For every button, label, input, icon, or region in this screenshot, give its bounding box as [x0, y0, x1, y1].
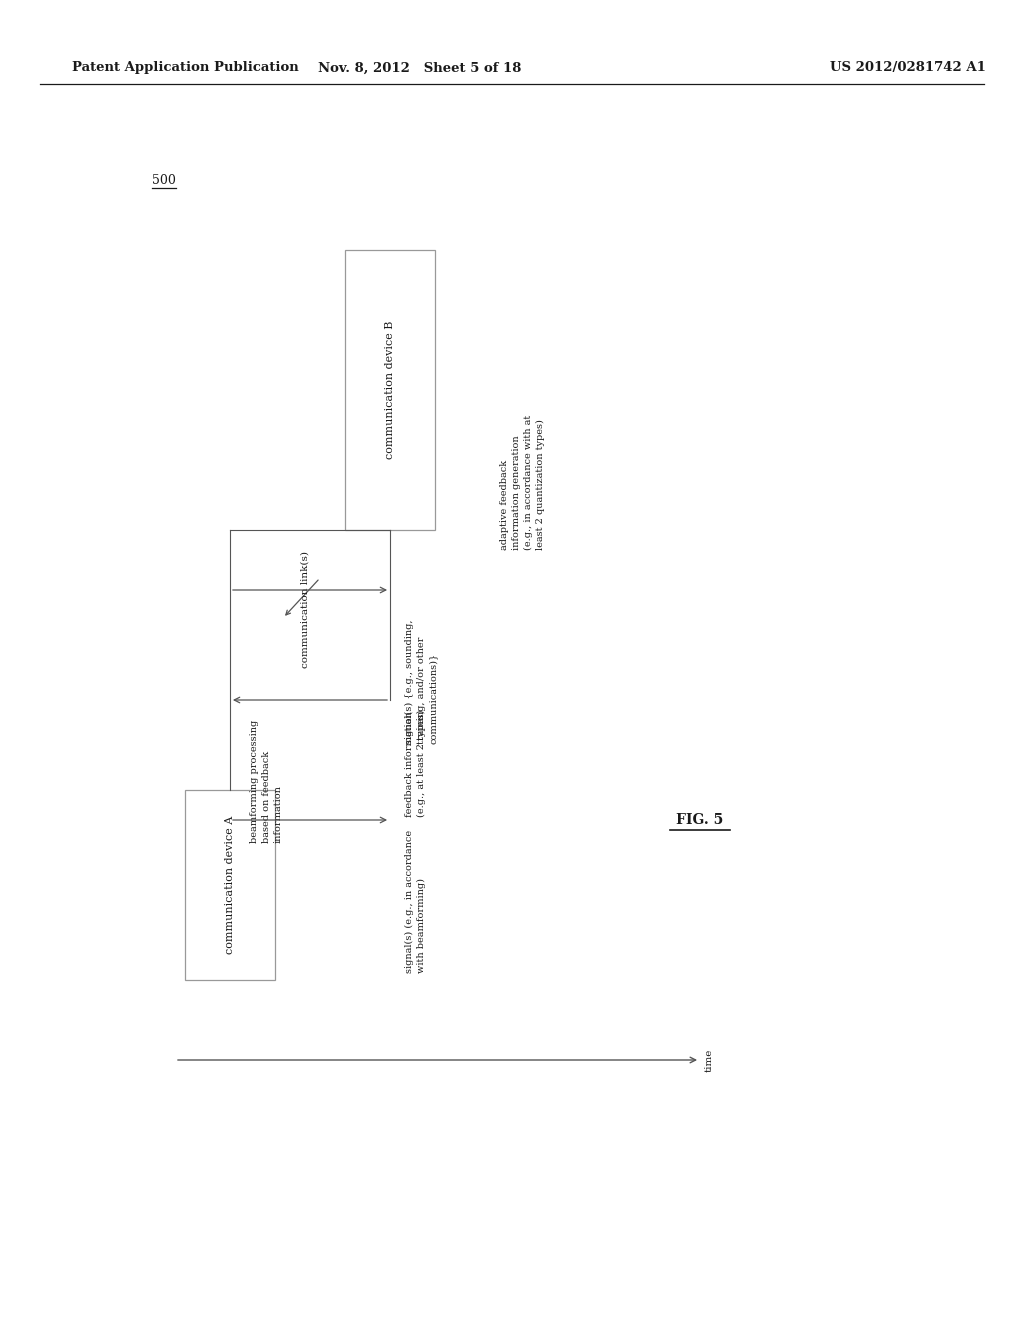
- Text: feedback information
(e.g., at least 2 types): feedback information (e.g., at least 2 t…: [406, 710, 426, 817]
- Text: signal(s) {e.g., sounding,
training, and/or other
communications)}: signal(s) {e.g., sounding, training, and…: [406, 620, 437, 744]
- Text: communication link(s): communication link(s): [300, 552, 309, 668]
- Text: Patent Application Publication: Patent Application Publication: [72, 62, 299, 74]
- Text: Nov. 8, 2012   Sheet 5 of 18: Nov. 8, 2012 Sheet 5 of 18: [318, 62, 521, 74]
- Text: beamforming processing
based on feedback
information: beamforming processing based on feedback…: [250, 719, 283, 843]
- Text: signal(s) (e.g., in accordance
with beamforming): signal(s) (e.g., in accordance with beam…: [406, 830, 426, 973]
- Text: 500: 500: [152, 174, 176, 187]
- Text: time: time: [705, 1048, 714, 1072]
- Bar: [345, 249, 435, 531]
- Text: adaptive feedback
information generation
(e.g., in accordance with at
least 2 qu: adaptive feedback information generation…: [500, 414, 545, 550]
- Text: US 2012/0281742 A1: US 2012/0281742 A1: [830, 62, 986, 74]
- Text: communication device B: communication device B: [385, 321, 395, 459]
- Text: communication device A: communication device A: [225, 816, 234, 954]
- Bar: [185, 789, 275, 979]
- Text: FIG. 5: FIG. 5: [677, 813, 724, 828]
